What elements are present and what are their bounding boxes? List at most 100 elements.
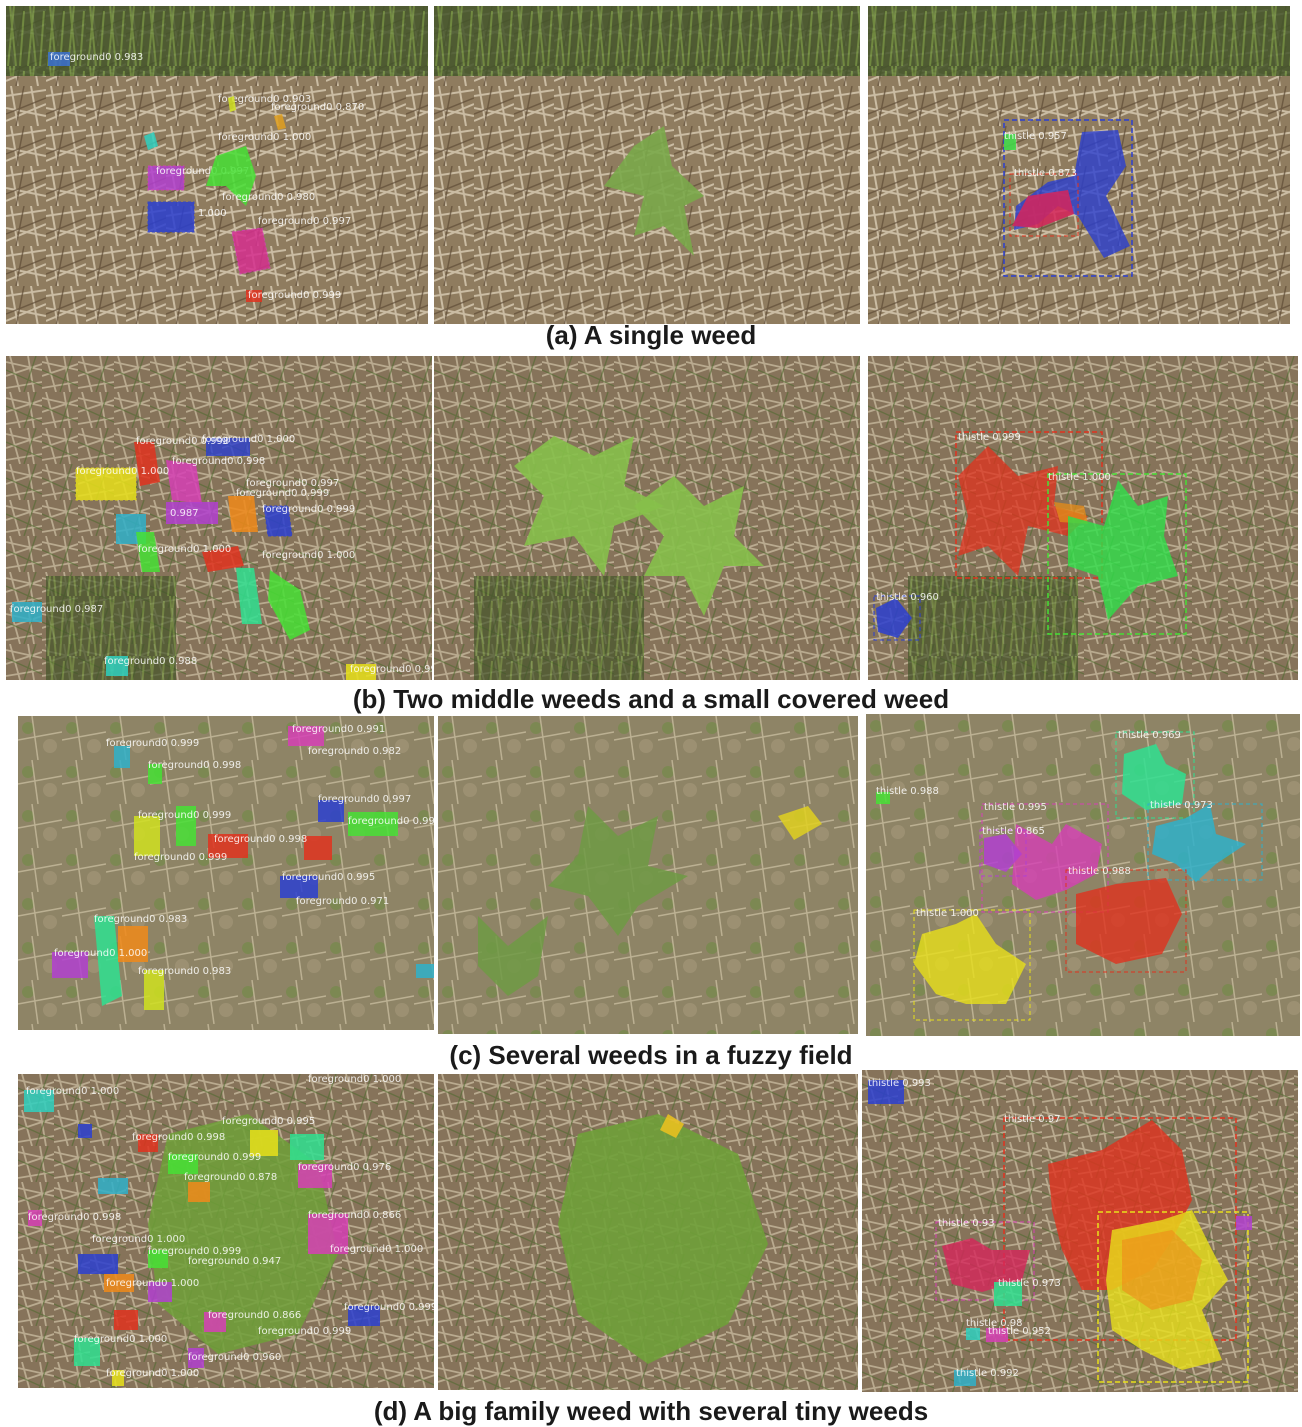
svg-text:foreground0 0.997: foreground0 0.997	[318, 794, 411, 805]
svg-text:foreground0 0.997: foreground0 0.997	[258, 216, 351, 227]
row-c-right-image: thistle 0.969 thistle 0.988 thistle 0.99…	[866, 714, 1300, 1036]
svg-text:foreground0 0.976: foreground0 0.976	[298, 1162, 391, 1173]
row-b-middle-svg	[434, 356, 860, 680]
svg-text:foreground0 0.999: foreground0 0.999	[258, 1326, 351, 1337]
caption-b: (b) Two middle weeds and a small covered…	[352, 684, 950, 714]
svg-text:thistle 0.992: thistle 0.992	[956, 1368, 1019, 1379]
svg-text:foreground0 0.997: foreground0 0.997	[156, 166, 249, 177]
row-a-middle-image	[434, 6, 860, 324]
svg-text:foreground0 0.997: foreground0 0.997	[350, 664, 432, 675]
svg-text:thistle 0.98: thistle 0.98	[966, 1318, 1023, 1329]
row-b-left-svg: foreground0 0.998 foreground0 1.000 fore…	[6, 356, 432, 680]
svg-text:thistle 0.969: thistle 0.969	[1118, 730, 1181, 741]
svg-text:foreground0 0.999: foreground0 0.999	[348, 816, 434, 827]
svg-text:thistle 0.952: thistle 0.952	[988, 1326, 1051, 1337]
svg-text:1.000: 1.000	[198, 208, 227, 219]
svg-text:foreground0 0.878: foreground0 0.878	[184, 1172, 277, 1183]
row-c-middle-image	[438, 716, 858, 1034]
svg-text:foreground0 0.999: foreground0 0.999	[236, 488, 329, 499]
svg-text:foreground0 0.998: foreground0 0.998	[172, 456, 265, 467]
svg-text:foreground0 0.866: foreground0 0.866	[308, 1210, 401, 1221]
row-d-right-image: thistle 0.993 thistle 0.97 thistle 0.93 …	[862, 1070, 1298, 1392]
svg-text:foreground0 0.866: foreground0 0.866	[208, 1310, 301, 1321]
row-a-middle-svg	[434, 6, 860, 324]
svg-text:foreground0 0.983: foreground0 0.983	[138, 966, 231, 977]
row-d-left-image: foreground0 1.000 foreground0 1.000 fore…	[18, 1074, 434, 1388]
svg-text:foreground0 0.998: foreground0 0.998	[214, 834, 307, 845]
svg-text:foreground0 0.998: foreground0 0.998	[148, 760, 241, 771]
svg-text:foreground0 0.960: foreground0 0.960	[188, 1352, 281, 1363]
svg-text:thistle 0.960: thistle 0.960	[876, 592, 939, 603]
svg-text:foreground0 1.000: foreground0 1.000	[106, 1278, 199, 1289]
row-a-right-svg: thistle 0.957 thistle 0.873	[868, 6, 1290, 324]
row-c-left-image: foreground0 0.999 foreground0 0.991 fore…	[18, 716, 434, 1030]
svg-text:thistle 0.988: thistle 0.988	[1068, 866, 1131, 877]
row-b-left-image: foreground0 0.998 foreground0 1.000 fore…	[6, 356, 432, 680]
svg-text:foreground0 1.000: foreground0 1.000	[74, 1334, 167, 1345]
svg-text:foreground0 1.000: foreground0 1.000	[138, 544, 231, 555]
svg-text:foreground0 1.000: foreground0 1.000	[330, 1244, 423, 1255]
svg-text:thistle 0.999: thistle 0.999	[958, 432, 1021, 443]
row-b-right-svg: thistle 0.999 thistle 1.000 thistle 0.96…	[868, 356, 1298, 680]
svg-text:foreground0 1.000: foreground0 1.000	[26, 1086, 119, 1097]
svg-text:foreground0 0.999: foreground0 0.999	[134, 852, 227, 863]
svg-text:foreground0 0.988: foreground0 0.988	[104, 656, 197, 667]
row-d-left-svg: foreground0 1.000 foreground0 1.000 fore…	[18, 1074, 434, 1388]
svg-text:0.987: 0.987	[170, 508, 199, 519]
svg-text:thistle 0.973: thistle 0.973	[998, 1278, 1061, 1289]
svg-text:thistle 0.988: thistle 0.988	[876, 786, 939, 797]
svg-text:foreground0 1.000: foreground0 1.000	[92, 1234, 185, 1245]
caption-a: (a) A single weed	[545, 320, 757, 350]
svg-text:foreground0 0.991: foreground0 0.991	[292, 724, 385, 735]
svg-text:foreground0 0.982: foreground0 0.982	[308, 746, 401, 757]
svg-text:foreground0 0.999: foreground0 0.999	[248, 290, 341, 301]
caption-d: (d) A big family weed with several tiny …	[373, 1396, 929, 1426]
svg-text:foreground0 1.000: foreground0 1.000	[262, 550, 355, 561]
caption-c: (c) Several weeds in a fuzzy field	[449, 1040, 853, 1070]
svg-text:foreground0 0.999: foreground0 0.999	[138, 810, 231, 821]
svg-text:foreground0 0.947: foreground0 0.947	[188, 1256, 281, 1267]
svg-text:thistle 0.97: thistle 0.97	[1004, 1114, 1061, 1125]
svg-text:foreground0 0.998: foreground0 0.998	[28, 1212, 121, 1223]
svg-text:thistle 0.973: thistle 0.973	[1150, 800, 1213, 811]
svg-text:foreground0 0.999: foreground0 0.999	[106, 738, 199, 749]
svg-text:foreground0 1.000: foreground0 1.000	[202, 434, 295, 445]
row-a-right-image: thistle 0.957 thistle 0.873	[868, 6, 1290, 324]
svg-text:thistle 0.957: thistle 0.957	[1004, 131, 1067, 142]
svg-text:foreground0 0.999: foreground0 0.999	[344, 1302, 434, 1313]
svg-text:foreground0 1.000: foreground0 1.000	[106, 1368, 199, 1379]
svg-text:thistle 1.000: thistle 1.000	[1048, 472, 1111, 483]
svg-text:foreground0 0.999: foreground0 0.999	[262, 504, 355, 515]
svg-text:foreground0 0.971: foreground0 0.971	[296, 896, 389, 907]
row-c-middle-svg	[438, 716, 858, 1034]
svg-text:foreground0 0.995: foreground0 0.995	[282, 872, 375, 883]
svg-text:foreground0 0.995: foreground0 0.995	[222, 1116, 315, 1127]
row-a-left-svg: foreground0 0.983 foreground0 0.903 fore…	[6, 6, 428, 324]
svg-text:foreground0 0.999: foreground0 0.999	[148, 1246, 241, 1257]
svg-text:foreground0 0.999: foreground0 0.999	[168, 1152, 261, 1163]
svg-text:thistle 0.873: thistle 0.873	[1014, 168, 1077, 179]
svg-text:foreground0 0.870: foreground0 0.870	[271, 102, 364, 113]
svg-text:foreground0 0.997: foreground0 0.997	[246, 478, 339, 489]
svg-text:foreground0 1.000: foreground0 1.000	[76, 466, 169, 477]
svg-text:foreground0 0.983: foreground0 0.983	[50, 52, 143, 63]
svg-text:thistle 0.993: thistle 0.993	[868, 1078, 931, 1089]
svg-text:foreground0 0.903: foreground0 0.903	[218, 94, 311, 105]
svg-text:foreground0 1.000: foreground0 1.000	[54, 948, 147, 959]
svg-text:thistle 1.000: thistle 1.000	[916, 908, 979, 919]
svg-text:foreground0 1.000: foreground0 1.000	[308, 1074, 401, 1085]
svg-text:foreground0 0.998: foreground0 0.998	[132, 1132, 225, 1143]
svg-text:foreground0 1.000: foreground0 1.000	[218, 132, 311, 143]
svg-text:thistle 0.995: thistle 0.995	[984, 802, 1047, 813]
svg-text:foreground0 0.980: foreground0 0.980	[222, 192, 315, 203]
row-d-middle-image	[438, 1074, 858, 1390]
svg-text:thistle 0.865: thistle 0.865	[982, 826, 1045, 837]
svg-text:foreground0 0.998: foreground0 0.998	[136, 436, 229, 447]
svg-text:foreground0 0.983: foreground0 0.983	[94, 914, 187, 925]
row-d-right-svg: thistle 0.993 thistle 0.97 thistle 0.93 …	[862, 1070, 1298, 1392]
row-b-right-image: thistle 0.999 thistle 1.000 thistle 0.96…	[868, 356, 1298, 680]
row-c-left-svg: foreground0 0.999 foreground0 0.991 fore…	[18, 716, 434, 1030]
row-a-left-image: foreground0 0.983 foreground0 0.903 fore…	[6, 6, 428, 324]
svg-text:thistle 0.93: thistle 0.93	[938, 1218, 995, 1229]
row-b-middle-image	[434, 356, 860, 680]
